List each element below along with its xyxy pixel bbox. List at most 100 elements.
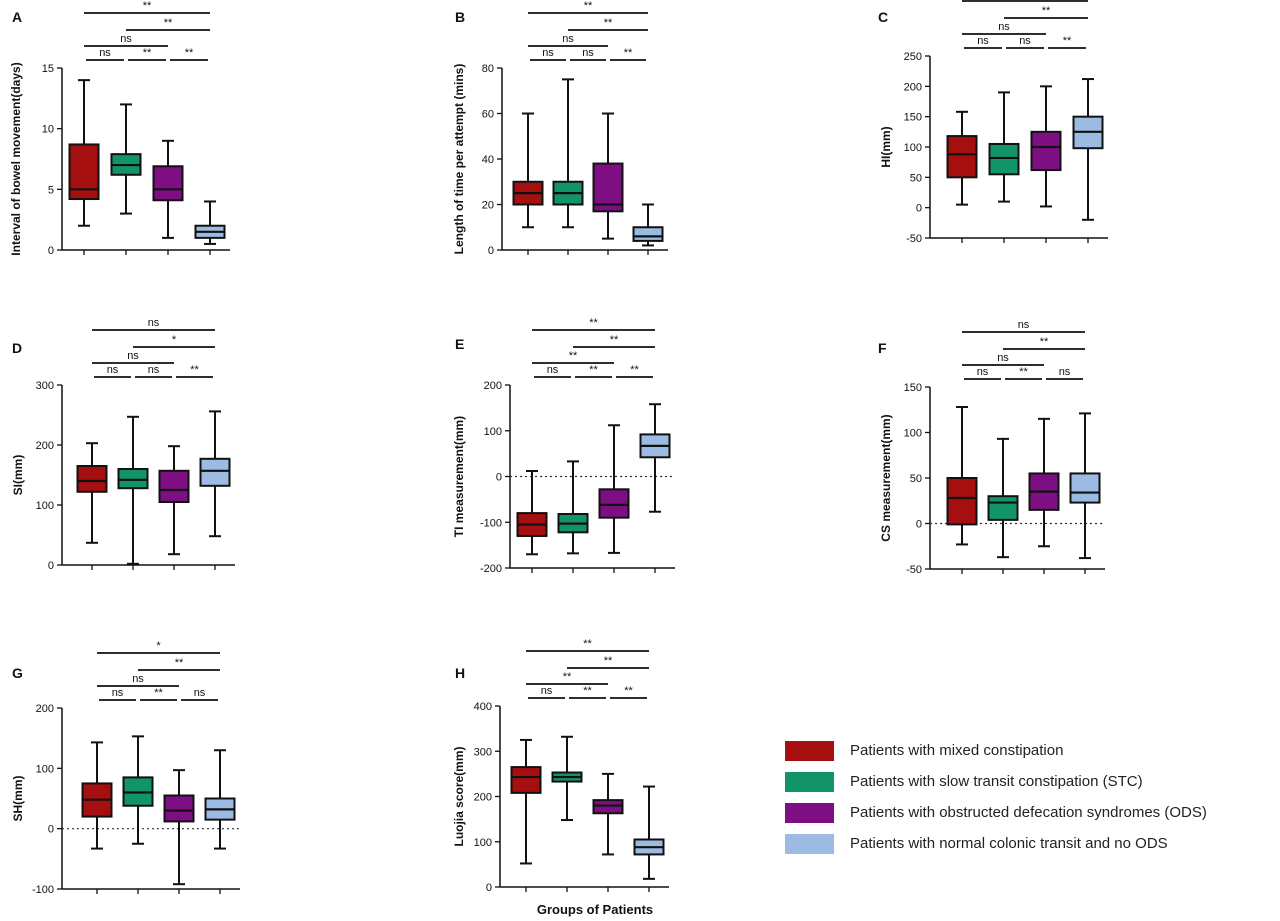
y-tick-label-d: 0 (48, 560, 54, 572)
y-tick-label-b: 80 (482, 63, 494, 75)
sig-label-d: ns (148, 317, 160, 329)
sig-label-f: ** (1040, 336, 1049, 348)
box-e-2 (598, 488, 630, 519)
y-tick-label-g: 200 (36, 703, 54, 715)
box-c-1 (988, 142, 1020, 176)
sig-label-d: * (172, 334, 177, 346)
shared-x-axis-label: Groups of Patients (536, 902, 654, 917)
legend: Patients with mixed constipation Patient… (785, 735, 1207, 859)
panel-tag-e: E (455, 336, 464, 352)
y-axis-label-e: TI measurement(mm) (452, 416, 466, 537)
box-a-2 (152, 165, 184, 202)
box-f-1 (987, 495, 1019, 521)
y-tick-label-h: 0 (486, 882, 492, 894)
y-tick-label-b: 40 (482, 154, 494, 166)
y-axis-label-b: Length of time per attempt (mins) (452, 64, 466, 255)
box-c-0 (946, 135, 978, 179)
panel-tag-a: A (12, 9, 22, 25)
box-d-3 (199, 457, 231, 487)
y-tick-label-f: -50 (906, 564, 922, 576)
y-tick-label-a: 15 (42, 63, 54, 75)
sig-label-c: ** (1063, 35, 1072, 47)
sig-label-f: ** (1019, 366, 1028, 378)
y-axis-label-g: SH(mm) (11, 775, 25, 821)
y-tick-label-f: 0 (916, 519, 922, 531)
legend-label-ods: Patients with obstructed defecation synd… (850, 804, 1207, 821)
sig-label-a: ** (143, 47, 152, 59)
y-tick-label-h: 400 (474, 701, 492, 713)
sig-label-g: ns (132, 673, 144, 685)
sig-label-b: ns (542, 47, 554, 59)
sig-label-g: ** (154, 687, 163, 699)
y-tick-label-a: 10 (42, 124, 54, 136)
y-tick-label-e: 0 (496, 472, 502, 484)
y-tick-label-b: 60 (482, 109, 494, 121)
legend-label-stc: Patients with slow transit constipation … (850, 773, 1143, 790)
y-axis-label-h: Luojia score(mm) (452, 746, 466, 846)
y-tick-label-h: 100 (474, 837, 492, 849)
sig-label-d: ns (107, 364, 119, 376)
sig-label-d: ns (148, 364, 160, 376)
y-tick-label-f: 150 (904, 382, 922, 394)
sig-label-a: ns (99, 47, 111, 59)
sig-label-b: ns (582, 47, 594, 59)
sig-label-h: ns (541, 685, 553, 697)
sig-label-e: ** (589, 317, 598, 329)
y-tick-label-a: 0 (48, 245, 54, 257)
y-tick-label-b: 0 (488, 245, 494, 257)
box-d-0 (76, 465, 108, 493)
legend-item-normal: Patients with normal colonic transit and… (785, 828, 1207, 859)
y-tick-label-a: 5 (48, 184, 54, 196)
y-tick-label-g: 100 (36, 763, 54, 775)
sig-label-e: ** (589, 364, 598, 376)
legend-swatch-mixed (785, 740, 834, 761)
sig-label-h: ** (583, 638, 592, 650)
y-tick-label-e: 100 (484, 426, 502, 438)
sig-label-e: ** (630, 364, 639, 376)
sig-label-c: ns (977, 35, 989, 47)
y-tick-label-d: 100 (36, 500, 54, 512)
panel-tag-b: B (455, 9, 465, 25)
box-g-2 (163, 794, 195, 823)
y-tick-label-c: 250 (904, 51, 922, 63)
box-b-2 (592, 162, 624, 213)
sig-label-b: ** (624, 47, 633, 59)
sig-label-a: ns (120, 33, 132, 45)
sig-label-b: ns (562, 33, 574, 45)
y-tick-label-h: 300 (474, 746, 492, 758)
sig-label-a: ** (185, 47, 194, 59)
y-tick-label-c: -50 (906, 233, 922, 245)
panel-tag-c: C (878, 9, 888, 25)
box-d-2 (158, 469, 190, 503)
y-tick-label-c: 0 (916, 203, 922, 215)
sig-label-f: ns (997, 352, 1009, 364)
y-tick-label-b: 20 (482, 200, 494, 212)
sig-label-h: ** (604, 655, 613, 667)
sig-label-a: ** (164, 17, 173, 29)
sig-label-b: ** (604, 17, 613, 29)
panel-tag-h: H (455, 665, 465, 681)
y-tick-label-g: -100 (32, 884, 54, 896)
y-tick-label-f: 100 (904, 428, 922, 440)
legend-item-ods: Patients with obstructed defecation synd… (785, 797, 1207, 828)
sig-label-f: ns (1059, 366, 1071, 378)
box-h-2 (592, 799, 624, 815)
sig-label-c: ** (1042, 5, 1051, 17)
sig-label-d: ns (127, 350, 139, 362)
box-b-3 (632, 226, 664, 242)
y-tick-label-d: 200 (36, 440, 54, 452)
panel-tag-g: G (12, 665, 23, 681)
panel-tag-f: F (878, 340, 887, 356)
box-f-0 (946, 477, 978, 526)
sig-label-h: ** (563, 671, 572, 683)
sig-label-e: ** (569, 350, 578, 362)
legend-label-normal: Patients with normal colonic transit and… (850, 835, 1168, 852)
y-tick-label-c: 150 (904, 112, 922, 124)
y-tick-label-f: 50 (910, 473, 922, 485)
y-axis-label-a: Interval of bowel movement(days) (9, 62, 23, 255)
sig-label-b: ** (584, 0, 593, 12)
box-a-0 (68, 143, 100, 201)
box-f-3 (1069, 472, 1101, 504)
box-h-0 (510, 766, 542, 794)
